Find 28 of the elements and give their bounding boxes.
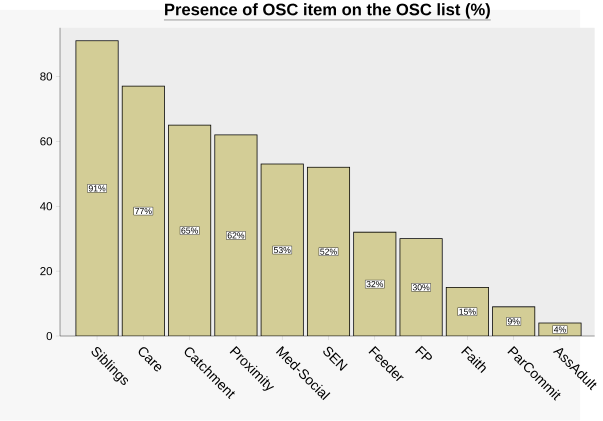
y-tick-label: 0 xyxy=(46,332,52,340)
data-label: 91% xyxy=(88,186,106,192)
y-tick-label: 80 xyxy=(40,72,52,81)
bar xyxy=(76,40,119,336)
bar xyxy=(122,86,165,336)
data-label: 15% xyxy=(459,308,476,315)
data-label: 32% xyxy=(366,281,384,288)
bar xyxy=(446,287,489,336)
chart-title: Presence of OSC item on the OSC list (%) xyxy=(165,3,490,19)
y-tick-label: 40 xyxy=(40,202,52,210)
data-label: 77% xyxy=(135,208,152,214)
bar xyxy=(306,167,350,336)
bar xyxy=(492,306,536,336)
x-tick-label: FP xyxy=(415,346,432,360)
data-label: 9% xyxy=(508,318,520,325)
data-label: 30% xyxy=(412,284,430,291)
data-label: 52% xyxy=(320,248,337,255)
data-label: 4% xyxy=(554,326,566,333)
y-tick-label: 20 xyxy=(40,267,52,276)
bar xyxy=(214,134,258,336)
bar xyxy=(168,124,212,336)
bar xyxy=(260,164,304,336)
data-label: 53% xyxy=(274,247,291,254)
data-label: 65% xyxy=(181,228,198,234)
bar xyxy=(353,232,396,336)
bar xyxy=(400,238,443,336)
data-label: 62% xyxy=(228,232,244,239)
y-tick-label: 60 xyxy=(40,137,52,146)
